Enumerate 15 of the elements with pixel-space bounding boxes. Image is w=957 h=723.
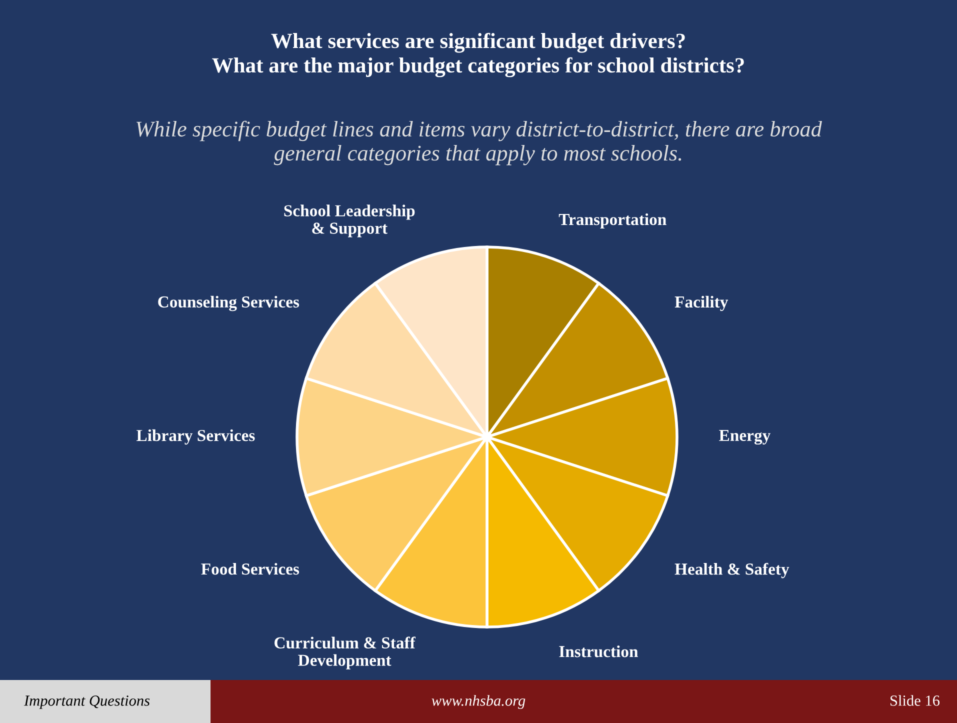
slice-label: Transportation: [558, 213, 666, 229]
slice-label: Food Services: [201, 562, 300, 575]
slice-label: Curriculum & Staff Development: [274, 636, 416, 670]
text: Important Questions: [24, 696, 150, 709]
chart-title: What services are significant budget drivers? What are the major budget categories for school districts?: [212, 32, 744, 78]
slice-label: Counseling Services: [158, 296, 300, 312]
text: Slide 16: [890, 695, 940, 706]
slice-label: School Leadership & Support: [284, 204, 415, 238]
slice-label: Library Services: [136, 429, 255, 445]
chart-subtitle: While specific budget lines and items vary district-to-district, there are broad general categories that apply to most schools.: [136, 120, 822, 166]
slice-label: Health & Safety: [674, 562, 790, 578]
text: www.nhsba.org: [432, 695, 526, 709]
slice-label: Instruction: [559, 645, 638, 658]
slice-label: Energy: [719, 430, 770, 445]
slice-label: Facility: [674, 296, 728, 312]
